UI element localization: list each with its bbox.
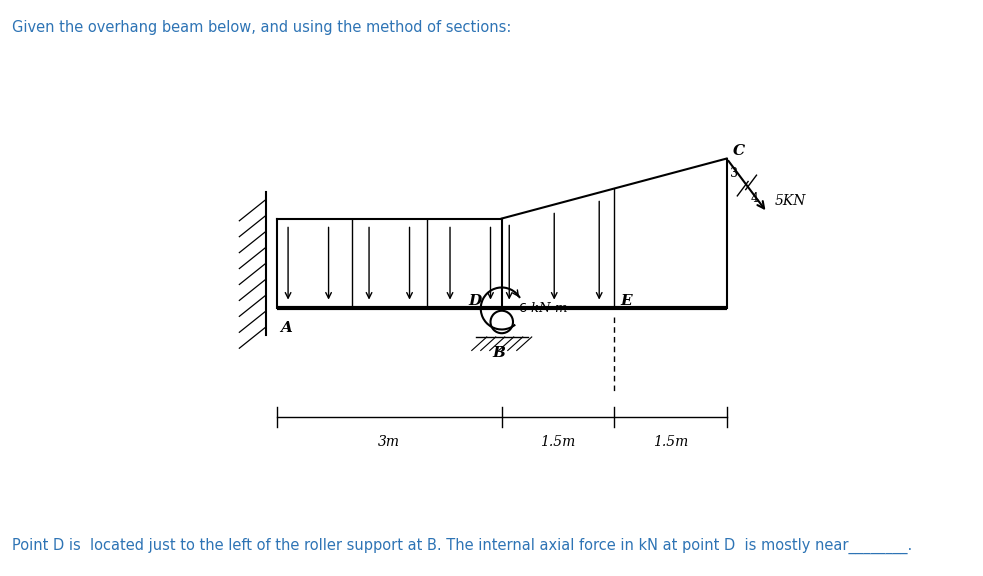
Text: 3: 3 bbox=[729, 167, 737, 180]
Text: 1.5m: 1.5m bbox=[541, 435, 576, 449]
Text: D: D bbox=[468, 294, 482, 308]
Text: Given the overhang beam below, and using the method of sections:: Given the overhang beam below, and using… bbox=[12, 20, 511, 35]
Text: 1.5m: 1.5m bbox=[653, 435, 688, 449]
Text: 3m: 3m bbox=[378, 435, 400, 449]
Text: E: E bbox=[620, 294, 632, 308]
Text: A: A bbox=[280, 321, 293, 335]
Text: Point D is  located just to the left of the roller support at B. The internal ax: Point D is located just to the left of t… bbox=[12, 538, 912, 554]
Text: $6$ kN-m: $6$ kN-m bbox=[518, 301, 568, 316]
Text: 5KN: 5KN bbox=[775, 194, 806, 208]
Text: 4: 4 bbox=[751, 192, 759, 205]
Text: C: C bbox=[732, 144, 745, 158]
Text: B: B bbox=[492, 346, 505, 360]
